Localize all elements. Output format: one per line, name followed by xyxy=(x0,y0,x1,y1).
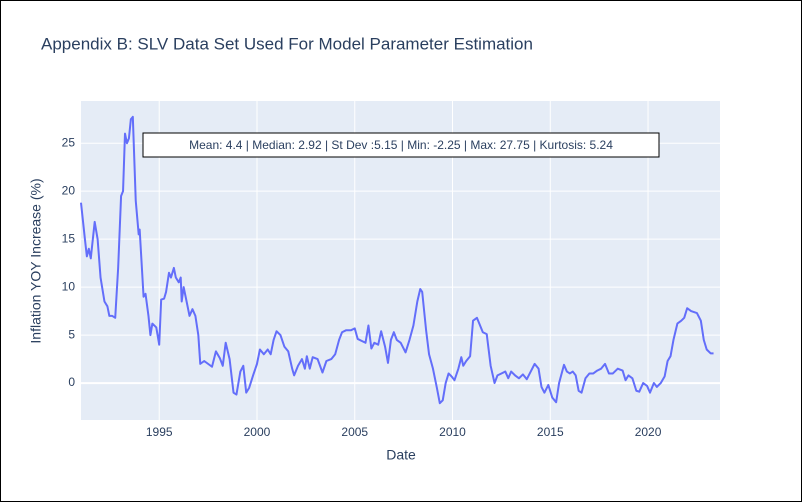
x-tick-label: 2010 xyxy=(439,425,466,439)
data-line xyxy=(80,115,714,405)
y-tick-label: 15 xyxy=(62,231,76,245)
y-tick-label: 20 xyxy=(62,183,76,197)
chart-title: Appendix B: SLV Data Set Used For Model … xyxy=(41,34,533,53)
annotation-box xyxy=(142,132,660,158)
y-tick-label: 25 xyxy=(62,135,76,149)
labels: 0 5 10 15 20 25 1995 2000 2005 2010 2015 2020 xyxy=(62,135,662,439)
y-tick-label: 0 xyxy=(68,375,75,389)
annotation: Mean: 4.4 | Median: 2.92 | St Dev :5.15 … xyxy=(189,138,613,152)
marks xyxy=(80,115,714,405)
x-tick-label: 2015 xyxy=(537,425,564,439)
x-axis-title: Date xyxy=(386,447,416,463)
x-tick-label: 2005 xyxy=(341,425,368,439)
y-tick-label: 5 xyxy=(68,327,75,341)
y-axis-title: Inflation YOY Increase (%) xyxy=(28,178,44,343)
y-tick-label: 10 xyxy=(62,279,76,293)
x-tick-label: 1995 xyxy=(146,425,173,439)
x-tick-label: 2000 xyxy=(244,425,271,439)
x-tick-label: 2020 xyxy=(635,425,662,439)
